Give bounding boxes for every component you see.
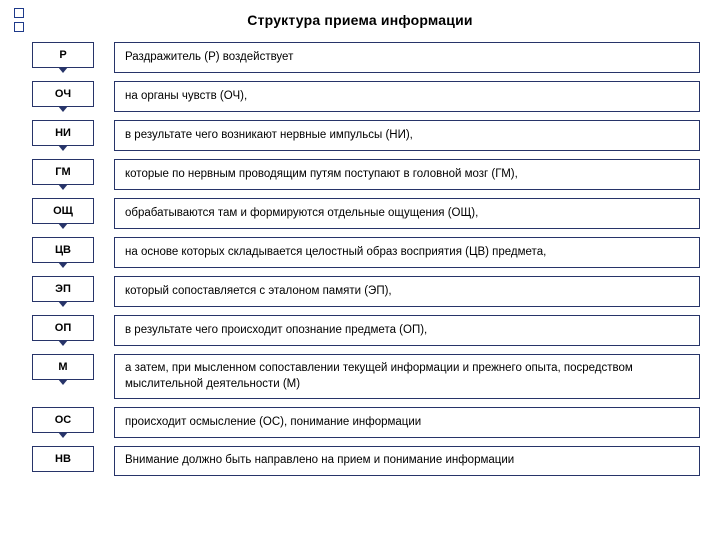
flow-rows: Р Раздражитель (Р) воздействует ОЧ на орган… [14, 42, 706, 476]
desc-cell: Раздражитель (Р) воздействует [114, 42, 700, 73]
flow-row: ОЧ на органы чувств (ОЧ), [32, 81, 700, 112]
code-cell: НИ [32, 120, 94, 146]
flow-row: Ма затем, при мысленном сопоставлении те… [32, 354, 700, 399]
code-cell-wrap: ОС [32, 407, 94, 438]
desc-cell: Внимание должно быть направлено на прием… [114, 446, 700, 476]
code-cell: Р [32, 42, 94, 68]
desc-cell: в результате чего возникают нервные импу… [114, 120, 700, 151]
down-arrow-icon [58, 340, 68, 346]
flow-row: ГМ которые по нервным проводящим путям по… [32, 159, 700, 190]
down-arrow-icon [58, 432, 68, 438]
slide: Структура приема информации Р Раздражител… [0, 0, 720, 540]
code-cell: ОС [32, 407, 94, 433]
code-cell-wrap: НВ [32, 446, 94, 476]
down-arrow-icon [58, 301, 68, 307]
code-cell: НВ [32, 446, 94, 472]
bullet-square-icon [14, 8, 24, 18]
flow-row: ОС происходит осмысление (ОС), понимание … [32, 407, 700, 438]
desc-cell: на органы чувств (ОЧ), [114, 81, 700, 112]
flow-row: ЦВ на основе которых складывается целостн… [32, 237, 700, 268]
down-arrow-icon [58, 223, 68, 229]
code-cell: М [32, 354, 94, 380]
flow-row: ОП в результате чего происходит опознание… [32, 315, 700, 346]
code-cell: ЦВ [32, 237, 94, 263]
code-cell-wrap: ЭП [32, 276, 94, 307]
bullet-square-icon [14, 22, 24, 32]
code-cell-wrap: М [32, 354, 94, 399]
code-cell-wrap: ЦВ [32, 237, 94, 268]
code-cell-wrap: НИ [32, 120, 94, 151]
flow-row: Р Раздражитель (Р) воздействует [32, 42, 700, 73]
down-arrow-icon [58, 262, 68, 268]
code-cell: ОЩ [32, 198, 94, 224]
desc-cell: обрабатываются там и формируются отдельн… [114, 198, 700, 229]
desc-cell: в результате чего происходит опознание п… [114, 315, 700, 346]
code-cell-wrap: ОП [32, 315, 94, 346]
flow-row: ОЩ обрабатываются там и формируются отдел… [32, 198, 700, 229]
down-arrow-icon [58, 379, 68, 385]
desc-cell: который сопоставляется с эталоном памяти… [114, 276, 700, 307]
flow-row: НИ в результате чего возникают нервные им… [32, 120, 700, 151]
down-arrow-icon [58, 106, 68, 112]
code-cell: ГМ [32, 159, 94, 185]
code-cell: ОЧ [32, 81, 94, 107]
code-cell-wrap: ГМ [32, 159, 94, 190]
code-cell: ОП [32, 315, 94, 341]
page-title: Структура приема информации [14, 12, 706, 28]
flow-row: НВ Внимание должно быть направлено на при… [32, 446, 700, 476]
code-cell-wrap: Р [32, 42, 94, 73]
code-cell-wrap: ОЧ [32, 81, 94, 112]
code-cell: ЭП [32, 276, 94, 302]
down-arrow-icon [58, 184, 68, 190]
desc-cell: которые по нервным проводящим путям пост… [114, 159, 700, 190]
desc-cell: происходит осмысление (ОС), понимание ин… [114, 407, 700, 438]
corner-bullets [14, 8, 24, 36]
down-arrow-icon [58, 67, 68, 73]
down-arrow-icon [58, 145, 68, 151]
flow-row: ЭП который сопоставляется с эталоном памя… [32, 276, 700, 307]
desc-cell: на основе которых складывается целостный… [114, 237, 700, 268]
desc-cell: а затем, при мысленном сопоставлении тек… [114, 354, 700, 399]
code-cell-wrap: ОЩ [32, 198, 94, 229]
